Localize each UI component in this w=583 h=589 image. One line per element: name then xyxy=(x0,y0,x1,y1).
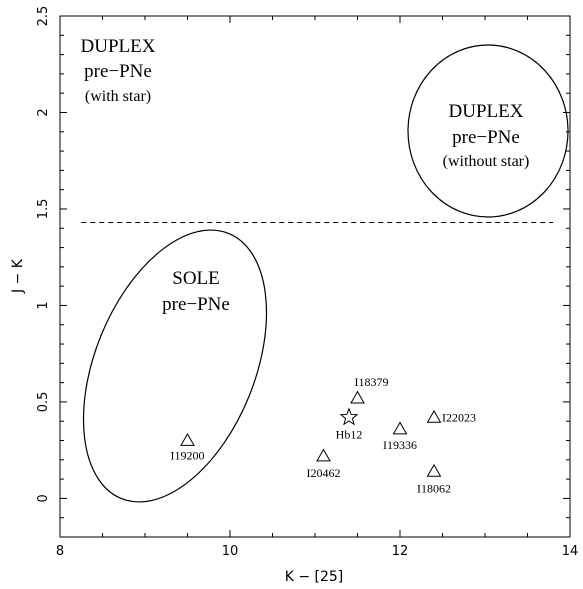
point-label: I22023 xyxy=(442,410,476,424)
svg-text:pre−PNe: pre−PNe xyxy=(84,61,152,82)
sole-region-ellipse xyxy=(82,229,268,503)
data-point-i22023: I22023 xyxy=(426,409,476,424)
region-label-duplex-without-star: DUPLEX pre−PNe (without star) xyxy=(443,101,530,170)
y-tick-label: 1.5 xyxy=(36,199,51,220)
y-tick-label: 2.5 xyxy=(36,6,51,27)
point-label: Hb12 xyxy=(336,427,363,441)
x-tick-label: 8 xyxy=(56,544,64,559)
star-marker xyxy=(339,407,359,426)
point-label: I18379 xyxy=(355,375,389,389)
x-axis: 8 10 12 14 xyxy=(56,16,578,559)
triangle-marker xyxy=(350,390,365,404)
svg-text:pre−PNe: pre−PNe xyxy=(452,127,520,148)
y-axis-title: J − K xyxy=(10,258,26,294)
data-point-i19336: I19336 xyxy=(383,421,417,452)
svg-text:DUPLEX: DUPLEX xyxy=(449,101,524,122)
svg-text:pre−PNe: pre−PNe xyxy=(162,294,230,315)
y-tick-label: 0.5 xyxy=(36,392,51,413)
y-tick-label: 1 xyxy=(36,301,51,309)
svg-text:(without star): (without star) xyxy=(443,153,530,170)
y-tick-label: 0 xyxy=(36,494,51,502)
point-label: I18062 xyxy=(417,481,451,495)
svg-text:DUPLEX: DUPLEX xyxy=(81,36,156,57)
triangle-marker xyxy=(392,421,408,435)
data-point-hb12: Hb12 xyxy=(336,407,363,441)
point-label: I19336 xyxy=(383,438,417,452)
region-label-duplex-with-star: DUPLEX pre−PNe (with star) xyxy=(81,36,156,105)
triangle-marker xyxy=(180,433,195,446)
point-label: I19200 xyxy=(171,449,205,463)
data-point-i18062: I18062 xyxy=(417,463,451,495)
triangle-marker xyxy=(426,463,442,477)
data-points: I19200 I20462 I18379 Hb12 I19336 I22023 I18062 xyxy=(171,375,477,495)
y-tick-label: 2 xyxy=(36,108,51,116)
x-tick-label: 12 xyxy=(392,544,409,559)
x-tick-label: 10 xyxy=(222,544,239,559)
x-tick-label: 14 xyxy=(562,544,579,559)
data-point-i18379: I18379 xyxy=(350,375,389,404)
region-label-sole: SOLE pre−PNe xyxy=(162,268,230,315)
triangle-marker xyxy=(426,409,442,423)
duplex-without-star-region-ellipse xyxy=(407,44,569,218)
svg-text:(with star): (with star) xyxy=(85,88,151,105)
triangle-marker xyxy=(316,448,331,462)
svg-text:SOLE: SOLE xyxy=(172,268,220,289)
y-axis: 0 0.5 1 1.5 2 2.5 xyxy=(36,6,570,519)
x-axis-title: K − [25] xyxy=(285,569,344,585)
point-label: I20462 xyxy=(307,466,341,480)
data-point-i20462: I20462 xyxy=(307,448,341,480)
data-point-i19200: I19200 xyxy=(171,433,205,463)
